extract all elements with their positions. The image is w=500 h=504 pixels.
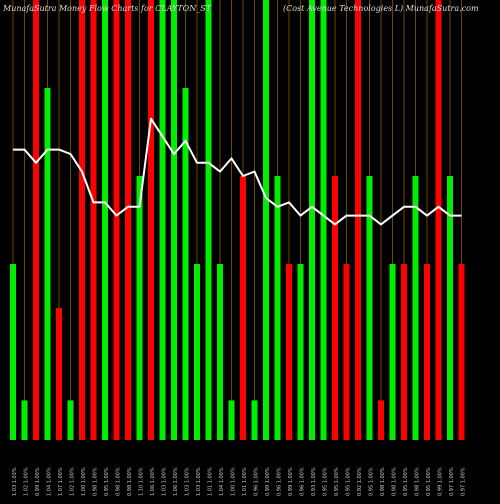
tick-label-38: 0.99 1.00% — [438, 467, 444, 496]
tick-label-6: 1.02 1.00% — [70, 467, 76, 496]
bar-3 — [33, 0, 39, 440]
tick-label-31: 0.92 1.00% — [357, 467, 363, 496]
tick-label-37: 0.95 1.00% — [426, 467, 432, 496]
bar-36 — [412, 176, 419, 440]
bar-10 — [113, 0, 120, 440]
tick-label-14: 1.03 1.00% — [162, 467, 168, 496]
bar-22 — [251, 400, 258, 440]
chart-title: MunafaSutra Money Flow Charts for CLAYTO… — [3, 4, 212, 13]
tick-label-8: 0.98 1.00% — [93, 467, 99, 496]
tick-label-21: 1.01 1.00% — [242, 467, 248, 496]
bar-12 — [136, 176, 143, 440]
bar-17 — [194, 264, 200, 440]
bar-2 — [21, 400, 28, 440]
tick-label-36: 0.98 1.00% — [415, 467, 421, 496]
tick-label-35: 0.95 1.00% — [403, 467, 409, 496]
bar-38 — [435, 0, 442, 440]
bar-37 — [424, 264, 430, 440]
tick-label-17: 1.03 1.00% — [196, 467, 202, 496]
bar-19 — [217, 264, 223, 440]
bar-18 — [205, 0, 212, 440]
tick-label-40: 0.97 1.00% — [461, 467, 467, 496]
bar-31 — [355, 0, 361, 440]
tick-label-10: 0.98 1.00% — [116, 467, 122, 496]
tick-label-4: 1.04 1.00% — [47, 467, 53, 496]
tick-label-3: 0.99 1.00% — [35, 467, 41, 496]
tick-label-32: 0.95 1.00% — [369, 467, 375, 496]
tick-label-11: 0.98 1.00% — [127, 467, 133, 496]
bar-32 — [366, 176, 373, 440]
bar-25 — [286, 264, 292, 440]
bar-35 — [401, 264, 407, 440]
bar-33 — [378, 400, 384, 440]
tick-label-39: 0.97 1.00% — [449, 467, 455, 496]
tick-label-5: 1.07 1.00% — [58, 467, 64, 496]
bar-20 — [228, 400, 235, 440]
tick-label-30: 0.95 1.00% — [346, 467, 352, 496]
bar-26 — [297, 264, 304, 440]
bar-4 — [44, 88, 51, 440]
tick-label-26: 0.96 1.00% — [300, 467, 306, 496]
bar-11 — [125, 0, 131, 440]
tick-label-20: 1.00 1.00% — [231, 467, 237, 496]
bar-29 — [332, 176, 338, 440]
bar-15 — [171, 0, 177, 440]
bar-5 — [56, 308, 62, 440]
tick-label-18: 1.01 1.00% — [208, 467, 214, 496]
tick-label-34: 0.98 1.00% — [392, 467, 398, 496]
bar-40 — [458, 264, 465, 440]
line-layer — [13, 117, 462, 226]
tick-layer: 1.03 1.03% 1.02 1.00% 0.99 1.00% 1.04 1.00%… — [12, 467, 467, 496]
bar-9 — [102, 0, 108, 440]
bar-1 — [10, 264, 16, 440]
bar-13 — [148, 0, 154, 440]
bar-14 — [159, 0, 166, 440]
bar-34 — [389, 264, 396, 440]
bar-7 — [79, 0, 85, 440]
tick-label-28: 0.95 1.00% — [323, 467, 329, 496]
tick-label-22: 0.96 1.00% — [254, 467, 260, 496]
tick-label-12: 1.10 1.00% — [139, 467, 145, 496]
tick-label-27: 0.93 1.00% — [311, 467, 317, 496]
tick-label-13: 1.06 1.00% — [150, 467, 156, 496]
bar-16 — [182, 88, 189, 440]
chart-subtitle: (Cost Avenue Technologies L) MunafaSutra… — [283, 4, 479, 13]
tick-label-2: 1.02 1.00% — [24, 467, 30, 496]
tick-label-24: 0.96 1.00% — [277, 467, 283, 496]
tick-label-1: 1.03 1.03% — [12, 467, 18, 496]
bar-30 — [343, 264, 350, 440]
price-line — [13, 117, 462, 226]
tick-label-33: 0.98 1.00% — [380, 467, 386, 496]
bar-layer — [10, 0, 465, 440]
tick-label-25: 0.99 1.00% — [288, 467, 294, 496]
tick-label-9: 0.95 1.00% — [104, 467, 110, 496]
tick-label-16: 1.03 1.00% — [185, 467, 191, 496]
tick-label-7: 1.00 1.00% — [81, 467, 87, 496]
tick-label-19: 1.04 1.00% — [219, 467, 225, 496]
tick-label-29: 0.95 1.00% — [334, 467, 340, 496]
bar-8 — [90, 0, 97, 440]
bar-28 — [320, 0, 327, 440]
bar-23 — [263, 0, 269, 440]
tick-label-23: 0.99 1.00% — [265, 467, 271, 496]
bar-39 — [447, 176, 453, 440]
bar-24 — [274, 176, 281, 440]
bar-21 — [240, 176, 246, 440]
bar-6 — [67, 400, 74, 440]
tick-label-15: 1.06 1.00% — [173, 467, 179, 496]
bar-27 — [309, 0, 315, 440]
